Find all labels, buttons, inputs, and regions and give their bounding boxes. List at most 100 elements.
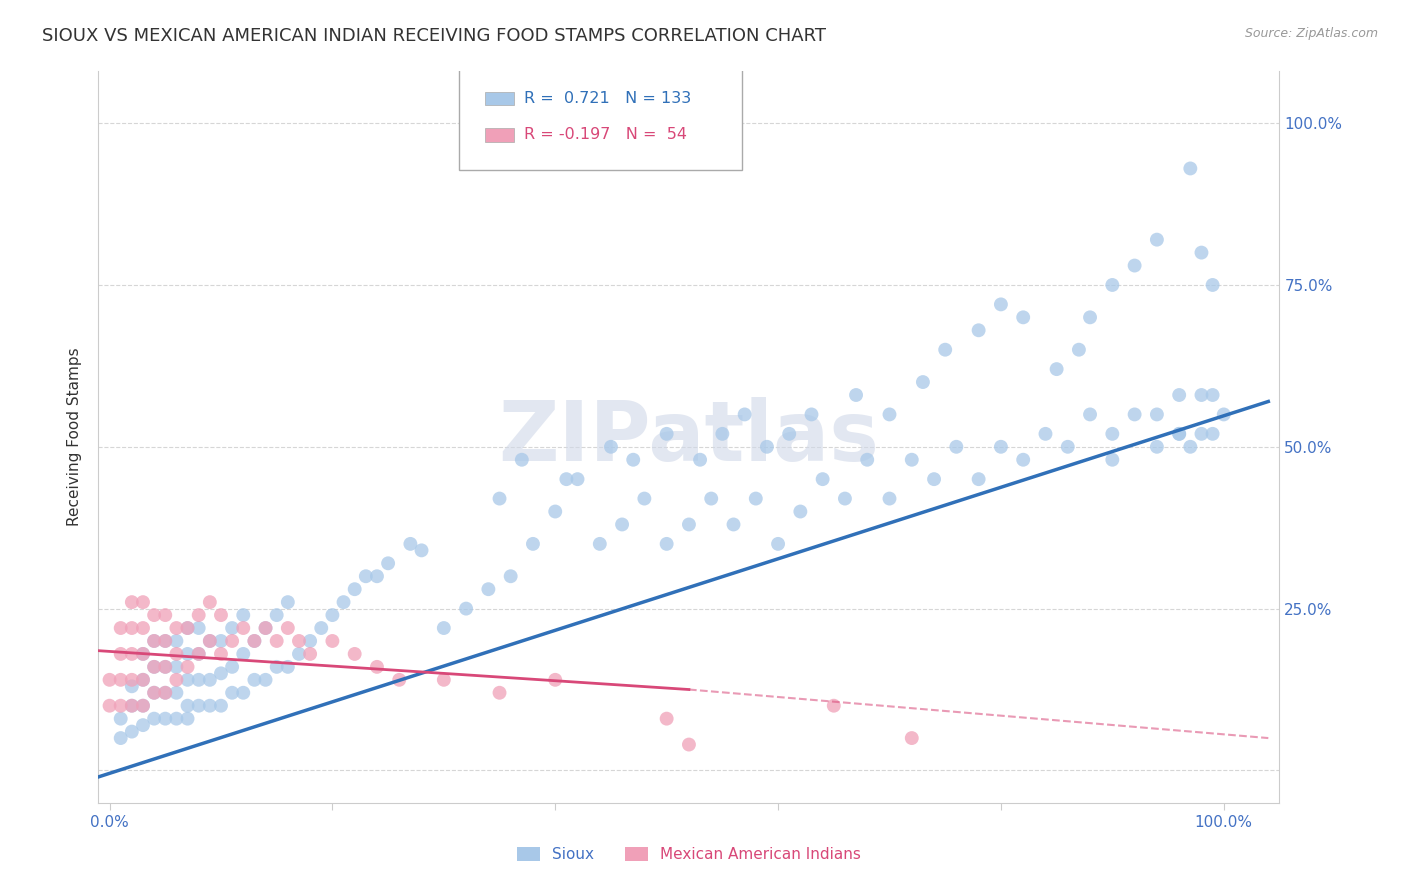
Point — [243, 634, 266, 648]
Point — [110, 712, 132, 726]
Text: ZIPatlas: ZIPatlas — [499, 397, 879, 477]
Point — [165, 634, 187, 648]
Point — [198, 634, 221, 648]
Point — [1123, 408, 1146, 422]
Point — [132, 673, 155, 687]
Point — [165, 647, 187, 661]
Text: SIOUX VS MEXICAN AMERICAN INDIAN RECEIVING FOOD STAMPS CORRELATION CHART: SIOUX VS MEXICAN AMERICAN INDIAN RECEIVI… — [42, 27, 827, 45]
Text: Source: ZipAtlas.com: Source: ZipAtlas.com — [1244, 27, 1378, 40]
Point — [209, 647, 232, 661]
Point — [1056, 440, 1078, 454]
Point — [789, 504, 811, 518]
Point — [221, 660, 243, 674]
Point — [209, 666, 232, 681]
Point — [165, 621, 187, 635]
Point — [254, 621, 277, 635]
Point — [567, 472, 589, 486]
Point — [277, 621, 299, 635]
Point — [1012, 452, 1035, 467]
Point — [1191, 245, 1213, 260]
Point — [299, 647, 322, 661]
Point — [176, 647, 198, 661]
Point — [655, 537, 678, 551]
Point — [143, 712, 166, 726]
Point — [879, 408, 901, 422]
Point — [488, 686, 510, 700]
Point — [655, 426, 678, 441]
Point — [967, 472, 990, 486]
Point — [834, 491, 856, 506]
Point — [488, 491, 510, 506]
FancyBboxPatch shape — [485, 92, 515, 105]
Point — [945, 440, 967, 454]
Point — [121, 673, 143, 687]
Point — [209, 698, 232, 713]
Point — [1168, 388, 1191, 402]
Point — [1180, 440, 1202, 454]
Point — [155, 686, 177, 700]
Point — [343, 582, 366, 597]
Point — [288, 647, 311, 661]
Point — [143, 608, 166, 623]
Point — [544, 673, 567, 687]
Point — [711, 426, 734, 441]
Point — [110, 621, 132, 635]
Point — [165, 673, 187, 687]
Point — [678, 738, 700, 752]
Point — [143, 660, 166, 674]
Point — [110, 647, 132, 661]
Point — [823, 698, 845, 713]
Point — [266, 634, 288, 648]
Point — [98, 698, 121, 713]
Point — [165, 686, 187, 700]
Point — [778, 426, 800, 441]
Point — [221, 634, 243, 648]
Point — [121, 679, 143, 693]
Point — [121, 698, 143, 713]
Point — [911, 375, 934, 389]
Point — [399, 537, 422, 551]
Point — [165, 712, 187, 726]
Point — [187, 698, 209, 713]
Point — [187, 673, 209, 687]
Point — [1101, 277, 1123, 292]
Point — [143, 686, 166, 700]
Point — [198, 698, 221, 713]
Point — [1191, 426, 1213, 441]
Point — [1078, 310, 1101, 325]
Point — [745, 491, 768, 506]
Point — [132, 647, 155, 661]
Point — [254, 621, 277, 635]
Point — [299, 634, 322, 648]
Point — [544, 504, 567, 518]
Legend: Sioux, Mexican American Indians: Sioux, Mexican American Indians — [510, 841, 868, 868]
Point — [187, 621, 209, 635]
Point — [155, 712, 177, 726]
Point — [176, 621, 198, 635]
Point — [689, 452, 711, 467]
Point — [845, 388, 868, 402]
Point — [1101, 426, 1123, 441]
Point — [209, 634, 232, 648]
Point — [1146, 440, 1168, 454]
Point — [277, 595, 299, 609]
Point — [209, 608, 232, 623]
Point — [755, 440, 778, 454]
Point — [232, 647, 254, 661]
Point — [1201, 388, 1223, 402]
Point — [155, 660, 177, 674]
Point — [198, 673, 221, 687]
Point — [900, 731, 922, 745]
Y-axis label: Receiving Food Stamps: Receiving Food Stamps — [67, 348, 83, 526]
Point — [499, 569, 522, 583]
Point — [922, 472, 945, 486]
Point — [1168, 426, 1191, 441]
Point — [155, 608, 177, 623]
Point — [800, 408, 823, 422]
Point — [321, 608, 343, 623]
Point — [143, 660, 166, 674]
Point — [198, 595, 221, 609]
Point — [1101, 452, 1123, 467]
Point — [155, 686, 177, 700]
Point — [155, 634, 177, 648]
